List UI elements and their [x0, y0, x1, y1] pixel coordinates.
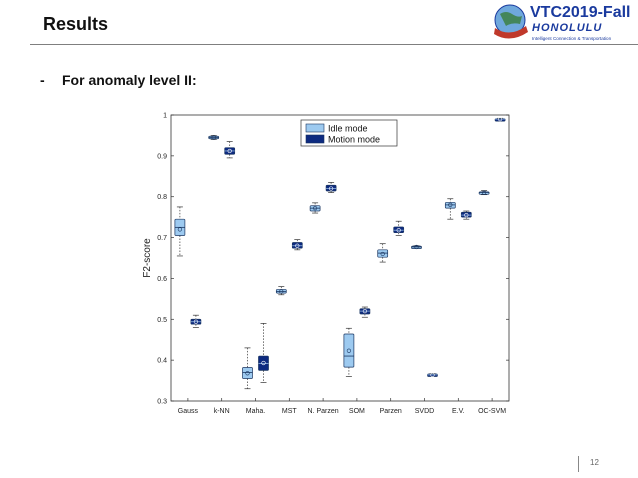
- x-tick-label: SVDD: [415, 408, 434, 415]
- mean-marker: [346, 348, 351, 353]
- mean-marker: [193, 319, 199, 324]
- box-idle-mode: [444, 198, 456, 220]
- box-body: [460, 211, 472, 218]
- legend-swatch: [305, 123, 325, 133]
- logo-line1: VTC2019-Fall: [530, 4, 630, 21]
- mean-marker: [498, 116, 503, 122]
- logo-line3: Intelligent Connection & Transportation: [532, 36, 612, 41]
- box-motion-mode: [325, 182, 337, 193]
- box-motion-mode: [359, 306, 371, 318]
- box-body: [478, 191, 490, 195]
- legend-label: Motion mode: [328, 135, 380, 145]
- box-motion-mode: [460, 210, 472, 220]
- f2-score-boxplot: 0.3 0.4 0.5 0.6 0.7 0.8 0.9 1 F2-score Gauss k-NN M…: [142, 113, 510, 415]
- box-motion-mode: [494, 116, 506, 122]
- x-tick-label: Gauss: [178, 408, 199, 415]
- x-tick-label: k-NN: [214, 408, 230, 415]
- x-tick-label: E.V.: [452, 408, 465, 415]
- mean-marker: [362, 309, 367, 314]
- x-tick-label: N. Parzen: [308, 408, 339, 415]
- mean-marker: [261, 360, 266, 366]
- mean-marker: [279, 289, 284, 294]
- box-motion-mode: [393, 220, 405, 236]
- x-tick-label: OC-SVM: [478, 408, 506, 415]
- box-idle-mode: [242, 347, 253, 390]
- box-idle-mode: [377, 243, 389, 263]
- box-idle-mode: [275, 286, 287, 296]
- legend-swatch: [305, 134, 325, 144]
- box-motion-mode: [427, 372, 438, 377]
- page-number-divider: [578, 456, 579, 472]
- box-body: [325, 184, 337, 192]
- box-body: [343, 333, 355, 368]
- mean-marker: [177, 227, 183, 232]
- x-tick-label: SOM: [349, 408, 365, 415]
- mean-marker: [227, 148, 232, 154]
- box-motion-mode: [190, 314, 202, 328]
- box-idle-mode: [208, 135, 220, 140]
- mean-marker: [295, 243, 300, 248]
- mean-marker: [482, 190, 487, 195]
- box-body: [291, 242, 303, 249]
- x-tick-label: Parzen: [380, 408, 402, 415]
- y-axis-label: F2-score: [142, 238, 153, 278]
- mean-marker: [313, 206, 318, 211]
- y-tick-label: 0.7: [157, 235, 167, 242]
- box-body: [411, 245, 422, 250]
- bullet-dash: -: [40, 72, 45, 88]
- mean-marker: [211, 135, 216, 140]
- y-tick-label: 0.6: [157, 276, 167, 283]
- y-tick-label: 0.5: [157, 317, 167, 324]
- mean-marker: [380, 251, 385, 257]
- mean-marker: [430, 372, 435, 377]
- box-body: [427, 373, 438, 377]
- y-tick-label: 1: [163, 113, 167, 120]
- box-idle-mode: [343, 327, 355, 377]
- x-tick-label: MST: [282, 408, 298, 415]
- box-body: [242, 367, 253, 379]
- box-body: [393, 226, 405, 234]
- plot-frame: [170, 114, 510, 402]
- box-motion-mode: [224, 141, 236, 159]
- title-divider: [30, 44, 638, 45]
- logo-line2: HONOLULU: [532, 22, 602, 34]
- box-motion-mode: [258, 323, 269, 383]
- y-tick-label: 0.3: [157, 399, 167, 406]
- y-tick-label: 0.4: [157, 358, 167, 365]
- y-tick-label: 0.9: [157, 153, 167, 160]
- mean-marker: [464, 212, 469, 218]
- bullet-text: For anomaly level II:: [62, 72, 197, 88]
- mean-marker: [245, 371, 250, 376]
- box-idle-mode: [309, 202, 321, 214]
- box-idle-mode: [478, 190, 490, 196]
- bullet-point: - For anomaly level II:: [40, 72, 197, 88]
- page-number: 12: [590, 458, 599, 467]
- box-body: [377, 249, 389, 258]
- globe-icon: [494, 4, 528, 39]
- legend-label: Idle mode: [328, 124, 368, 134]
- mean-marker: [329, 186, 334, 191]
- box-body: [444, 202, 456, 209]
- mean-marker: [396, 228, 401, 233]
- slide-title: Results: [43, 14, 109, 34]
- box-motion-mode: [291, 239, 303, 251]
- y-tick-label: 0.8: [157, 194, 167, 201]
- mean-marker: [414, 244, 419, 250]
- mean-marker: [448, 202, 453, 207]
- box-idle-mode: [411, 244, 422, 250]
- x-tick-label: Maha.: [246, 408, 266, 415]
- conference-logo: VTC2019-Fall HONOLULU Intelligent Connec…: [494, 4, 630, 41]
- box-idle-mode: [174, 206, 186, 257]
